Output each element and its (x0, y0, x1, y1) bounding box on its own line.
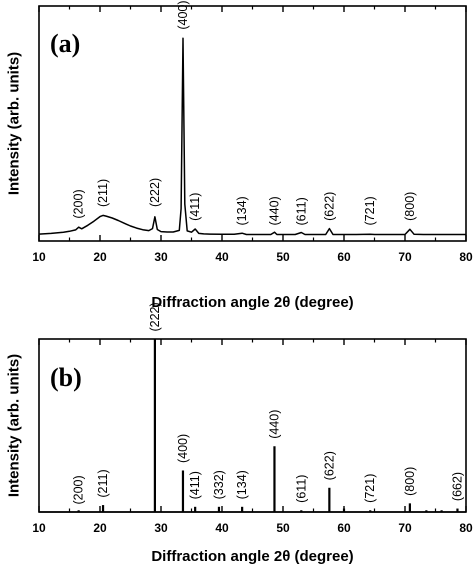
peak-label: (611) (294, 475, 308, 503)
peak-label: (211) (96, 179, 110, 207)
x-tick-label: 70 (398, 521, 412, 535)
peak-label: (411) (188, 471, 202, 499)
peak-label: (800) (403, 192, 417, 221)
x-tick-label: 10 (32, 250, 46, 264)
peak-label: (222) (148, 302, 162, 331)
x-tick-label: 50 (276, 521, 290, 535)
peak-label: (662) (450, 472, 464, 501)
x-tick-label: 80 (459, 521, 473, 535)
peak-label: (622) (322, 192, 336, 221)
x-tick-label: 40 (215, 250, 229, 264)
x-tick-label: 50 (276, 250, 290, 264)
x-tick-label: 10 (32, 521, 46, 535)
y-axis-title: Intensity (arb. units) (6, 52, 23, 195)
peak-label: (400) (176, 0, 190, 29)
peak-label: (200) (72, 475, 86, 504)
peak-label: (411) (188, 193, 202, 221)
peak-label: (134) (235, 196, 249, 225)
x-tick-label: 80 (459, 250, 473, 264)
peak-label: (222) (148, 178, 162, 207)
peak-label: (400) (176, 434, 190, 463)
peak-label: (622) (322, 451, 336, 480)
peak-label: (800) (403, 467, 417, 496)
x-tick-label: 40 (215, 521, 229, 535)
panel-b: 10 20 30 40 50 60 70 80 Diffraction angle 2θ (de… (6, 302, 473, 564)
panel-label: (a) (50, 29, 80, 58)
peak-label: (211) (96, 469, 110, 497)
x-tick-label: 20 (93, 250, 107, 264)
peak-label: (440) (267, 410, 281, 439)
peak-label: (440) (267, 196, 281, 225)
x-axis-title: Diffraction angle 2θ (degree) (151, 548, 353, 564)
peak-label: (721) (363, 196, 377, 225)
x-tick-label: 60 (337, 521, 351, 535)
x-tick-label: 60 (337, 250, 351, 264)
x-tick-label: 30 (154, 521, 168, 535)
x-axis-title: Diffraction angle 2θ (degree) (151, 294, 353, 311)
panel-a: 10 20 30 40 50 60 70 80 Diffraction angle 2θ (de… (6, 0, 473, 311)
peak-label: (332) (212, 470, 226, 499)
x-tick-label: 70 (398, 250, 412, 264)
peak-label: (200) (72, 189, 86, 218)
peak-label: (721) (363, 474, 377, 503)
peak-label: (134) (235, 470, 249, 499)
y-axis-title: Intensity (arb. units) (6, 354, 23, 497)
x-tick-label: 20 (93, 521, 107, 535)
diffraction-pattern-line (38, 37, 466, 236)
panel-label: (b) (50, 363, 82, 392)
peak-label: (611) (294, 197, 308, 225)
x-tick-label: 30 (154, 250, 168, 264)
